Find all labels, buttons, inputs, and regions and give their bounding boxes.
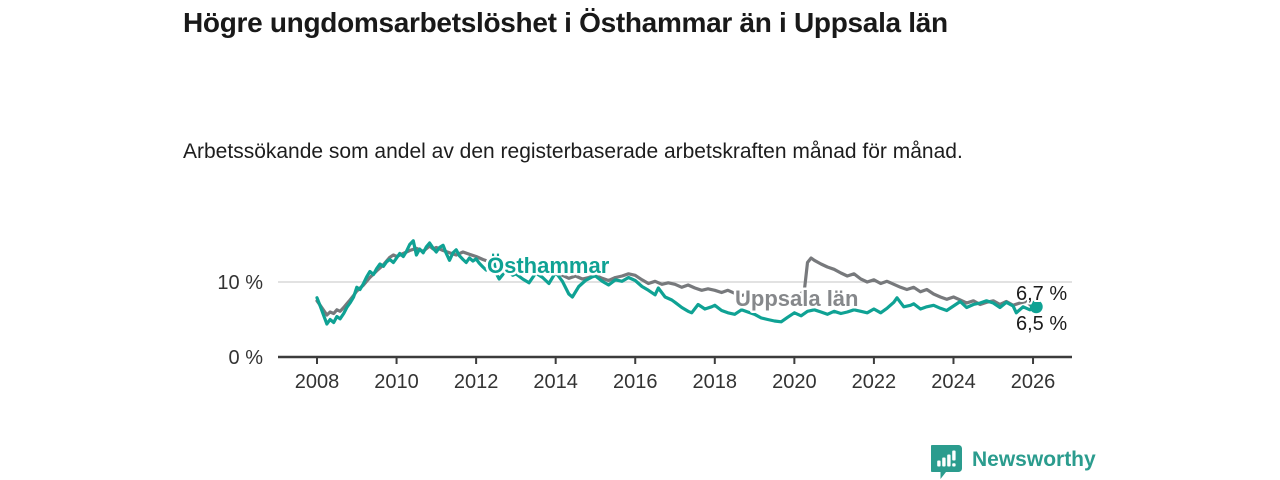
end-label-osthammar: 6,7 % bbox=[1016, 283, 1067, 305]
unemployment-line-chart: 2008 2010 2012 2014 2016 2018 2020 2022 2024 2026… bbox=[0, 210, 1280, 400]
chart-canvas: 2008 2010 2012 2014 2016 2018 2020 2022 2024 2026… bbox=[217, 239, 1072, 393]
series-label-uppsala-lan: Uppsala län bbox=[735, 286, 858, 311]
bar-chart-speech-bubble-icon bbox=[931, 445, 962, 479]
series-label-osthammar: Östhammar bbox=[487, 253, 610, 278]
y-tick-label-0: 0 % bbox=[229, 347, 264, 369]
x-tick-label-2012: 2012 bbox=[454, 371, 499, 393]
x-tick-label-2024: 2024 bbox=[931, 371, 976, 393]
latest-value-dot bbox=[1029, 300, 1043, 314]
x-tick-label-2026: 2026 bbox=[1011, 371, 1056, 393]
page-title: Högre ungdomsarbetslöshet i Östhammar än… bbox=[183, 7, 948, 38]
line-osthammar bbox=[315, 239, 1038, 326]
x-tick-label-2014: 2014 bbox=[533, 371, 578, 393]
end-label-uppsala-lan: 6,5 % bbox=[1016, 313, 1067, 335]
y-tick-label-10: 10 % bbox=[217, 272, 263, 294]
x-tick-label-2010: 2010 bbox=[374, 371, 419, 393]
chart-subtitle: Arbetssökande som andel av den registerb… bbox=[183, 140, 963, 163]
x-tick-label-2018: 2018 bbox=[693, 371, 738, 393]
x-tick-label-2016: 2016 bbox=[613, 371, 658, 393]
x-tick-label-2008: 2008 bbox=[295, 371, 340, 393]
newsworthy-logo[interactable]: Newsworthy bbox=[931, 444, 1096, 480]
x-tick-label-2020: 2020 bbox=[772, 371, 817, 393]
newsworthy-logo-text: Newsworthy bbox=[972, 448, 1096, 471]
x-tick-label-2022: 2022 bbox=[852, 371, 897, 393]
